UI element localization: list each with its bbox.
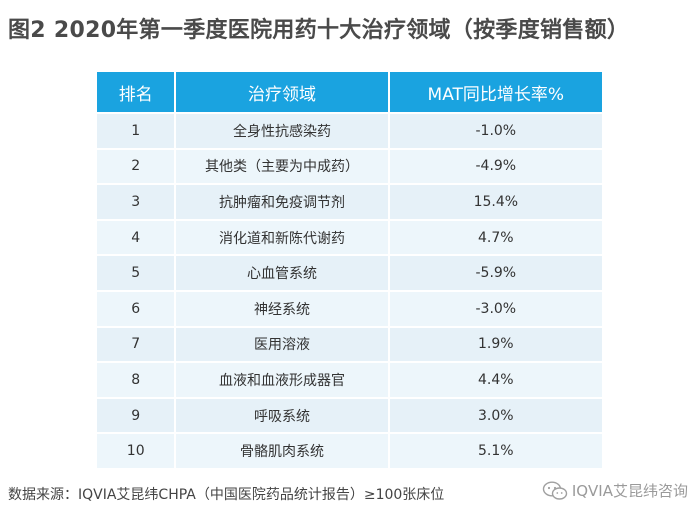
table-row: 9 呼吸系统 3.0% [97,396,602,434]
table-row: 5 心血管系统 -5.9% [97,254,602,291]
cell-rank: 1 [97,112,176,149]
cell-area: 骨骼肌肉系统 [174,432,389,468]
header-rank: 排名 [97,72,176,113]
cell-area: 抗肿瘤和免疫调节剂 [174,183,389,220]
cell-mat: 15.4% [387,183,602,220]
cell-area: 血液和血液形成器官 [174,361,389,398]
cell-rank: 5 [97,254,176,291]
cell-mat: 4.7% [387,218,602,256]
cell-mat: 5.1% [387,432,602,468]
cell-area: 消化道和新陈代谢药 [174,218,389,256]
data-table: 排名 治疗领域 MAT同比增长率% 1 全身性抗感染药 -1.0% 2 其他类（… [97,72,602,468]
cell-mat: 3.0% [387,396,602,434]
cell-rank: 7 [97,325,176,363]
cell-rank: 4 [97,218,176,256]
table-row: 2 其他类（主要为中成药） -4.9% [97,147,602,185]
cell-area: 神经系统 [174,289,389,327]
cell-mat: 4.4% [387,361,602,398]
brand-name: IQVIA艾昆纬咨询 [571,482,688,500]
table-row: 10 骨骼肌肉系统 5.1% [97,432,602,468]
cell-rank: 6 [97,289,176,327]
table-row: 4 消化道和新陈代谢药 4.7% [97,218,602,256]
page-title: 图2 2020年第一季度医院用药十大治疗领域（按季度销售额） [8,18,630,43]
table-row: 6 神经系统 -3.0% [97,289,602,327]
cell-rank: 3 [97,183,176,220]
cell-area: 全身性抗感染药 [174,112,389,149]
cell-rank: 9 [97,396,176,434]
header-mat: MAT同比增长率% [387,72,602,113]
table-row: 3 抗肿瘤和免疫调节剂 15.4% [97,183,602,220]
cell-rank: 2 [97,147,176,185]
brand-watermark: IQVIA艾昆纬咨询 [542,480,688,501]
wechat-icon [542,480,568,501]
cell-area: 其他类（主要为中成药） [174,147,389,185]
table-header-row: 排名 治疗领域 MAT同比增长率% [97,72,602,113]
cell-area: 心血管系统 [174,254,389,291]
table-row: 8 血液和血液形成器官 4.4% [97,361,602,398]
cell-rank: 10 [97,432,176,468]
cell-area: 医用溶液 [174,325,389,363]
table-row: 1 全身性抗感染药 -1.0% [97,112,602,149]
cell-area: 呼吸系统 [174,396,389,434]
cell-rank: 8 [97,361,176,398]
cell-mat: -3.0% [387,289,602,327]
cell-mat: -1.0% [387,112,602,149]
cell-mat: 1.9% [387,325,602,363]
source-note: 数据来源：IQVIA艾昆纬CHPA（中国医院药品统计报告）≥100张床位 [8,487,445,503]
header-area: 治疗领域 [174,72,389,113]
table-row: 7 医用溶液 1.9% [97,325,602,363]
cell-mat: -4.9% [387,147,602,185]
cell-mat: -5.9% [387,254,602,291]
